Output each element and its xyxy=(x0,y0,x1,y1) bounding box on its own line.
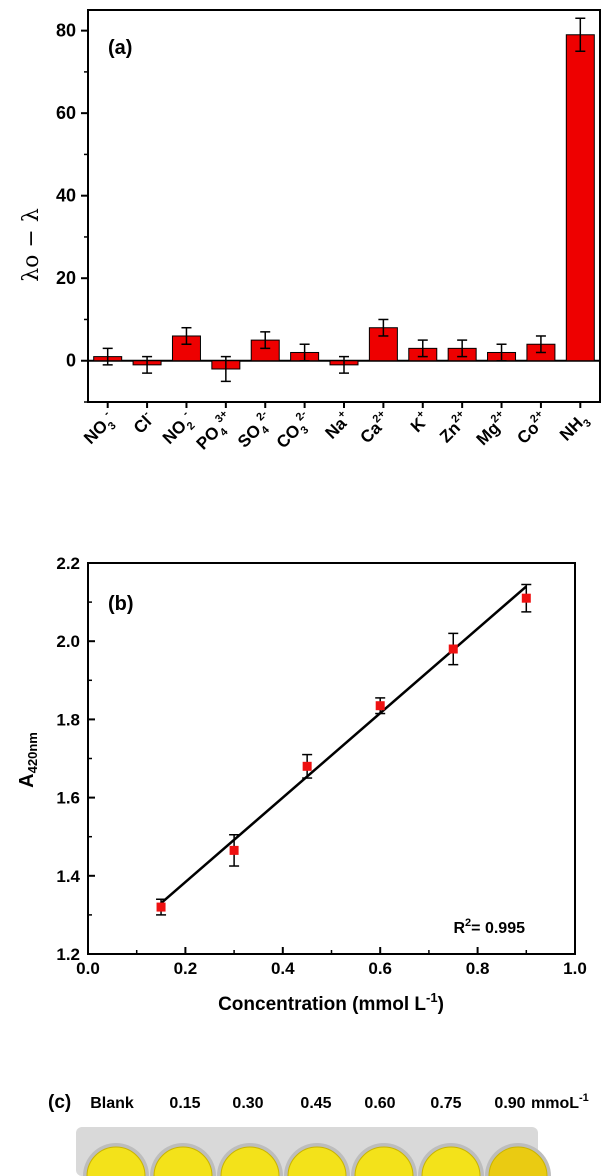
x-category-label: Ca2+ xyxy=(355,408,394,447)
panel-b-label: (b) xyxy=(108,593,134,615)
well xyxy=(284,1143,350,1176)
error-bar xyxy=(457,339,468,358)
y-tick-label: 1.2 xyxy=(56,945,80,964)
x-tick-label: 0.8 xyxy=(466,959,490,978)
well-header-label: 0.90 xyxy=(494,1095,525,1112)
well-header-label: 0.45 xyxy=(300,1095,331,1112)
well-header-label: 0.60 xyxy=(364,1095,395,1112)
data-point xyxy=(448,644,458,654)
x-category-label: Co2+ xyxy=(512,408,552,448)
x-category-label: SO42- xyxy=(233,408,280,455)
x-category-label: Na+ xyxy=(320,408,355,443)
panel-b-x-axis-label: Concentration (mmol L-1) xyxy=(218,990,444,1015)
well-header-label: 0.75 xyxy=(430,1095,461,1112)
well xyxy=(418,1143,484,1176)
panel-c-photo: (c) Blank 0.15 0.30 0.45 0.60 0.75 0.90 mmoL-1 xyxy=(48,1092,589,1176)
panel-a-frame xyxy=(87,9,601,403)
x-category-label: K+ xyxy=(406,408,434,436)
panel-a-label: (a) xyxy=(108,37,132,59)
well-header-label: 0.15 xyxy=(169,1095,200,1112)
panel-c-label: (c) xyxy=(48,1092,71,1113)
error-bar xyxy=(260,331,271,350)
x-category-label: PO43+ xyxy=(191,408,239,456)
y-tick-label: 1.4 xyxy=(56,867,80,886)
y-tick-label: 2.0 xyxy=(56,632,80,651)
x-category-label: CO32- xyxy=(271,408,318,455)
error-bar xyxy=(417,339,428,358)
error-bar xyxy=(535,335,546,354)
data-point xyxy=(229,845,239,855)
x-tick-label: 0.2 xyxy=(174,959,198,978)
x-category-label: Cl- xyxy=(128,408,158,438)
bar xyxy=(565,34,595,362)
error-bar xyxy=(142,355,153,374)
error-bar xyxy=(575,17,586,53)
x-category-label: Mg2+ xyxy=(471,408,512,449)
well xyxy=(485,1143,551,1176)
x-category-label: NO2- xyxy=(157,408,200,451)
well xyxy=(150,1143,216,1176)
x-tick-label: 0.0 xyxy=(76,959,100,978)
error-bar xyxy=(102,347,113,366)
data-point xyxy=(156,902,166,912)
well xyxy=(83,1143,149,1176)
well xyxy=(351,1143,417,1176)
panel-b-frame xyxy=(87,562,576,955)
y-tick-label: 1.8 xyxy=(56,710,80,729)
data-point xyxy=(521,593,531,603)
panel-c-unit: mmoL-1 xyxy=(531,1092,589,1112)
x-category-label: NO3- xyxy=(79,408,122,451)
y-tick-label: 40 xyxy=(56,186,76,206)
error-bar xyxy=(378,318,389,337)
well xyxy=(217,1143,283,1176)
data-point xyxy=(375,701,385,711)
error-bar xyxy=(496,343,507,362)
error-bar xyxy=(220,355,231,383)
y-tick-label: 0 xyxy=(66,351,76,371)
y-tick-label: 2.2 xyxy=(56,554,80,573)
data-point xyxy=(302,761,312,771)
panel-b-scatter-chart: 0.0 0.2 0.4 0.6 0.8 1.0 1.2 1.4 1.6 1.8 2.0 2.2 (b)… xyxy=(16,554,587,1015)
x-category-label: NH3 xyxy=(556,409,594,447)
y-tick-label: 20 xyxy=(56,268,76,288)
x-tick-label: 1.0 xyxy=(563,959,587,978)
y-tick-label: 1.6 xyxy=(56,789,80,808)
panel-a-y-axis-label: λo − λ xyxy=(19,208,44,282)
well-header-label: 0.30 xyxy=(232,1095,263,1112)
error-bar xyxy=(181,326,192,345)
y-tick-label: 60 xyxy=(56,103,76,123)
error-bar xyxy=(299,343,310,362)
error-bar xyxy=(339,355,349,374)
y-tick-label: 80 xyxy=(56,21,76,41)
x-tick-label: 0.4 xyxy=(271,959,295,978)
x-category-label: Zn2+ xyxy=(435,408,473,446)
r-squared-annotation: R2= 0.995 xyxy=(453,917,525,937)
x-tick-label: 0.6 xyxy=(368,959,392,978)
panel-b-y-axis-label: A420nm xyxy=(16,732,40,788)
fit-line xyxy=(160,585,528,905)
well-header-label: Blank xyxy=(90,1095,134,1112)
